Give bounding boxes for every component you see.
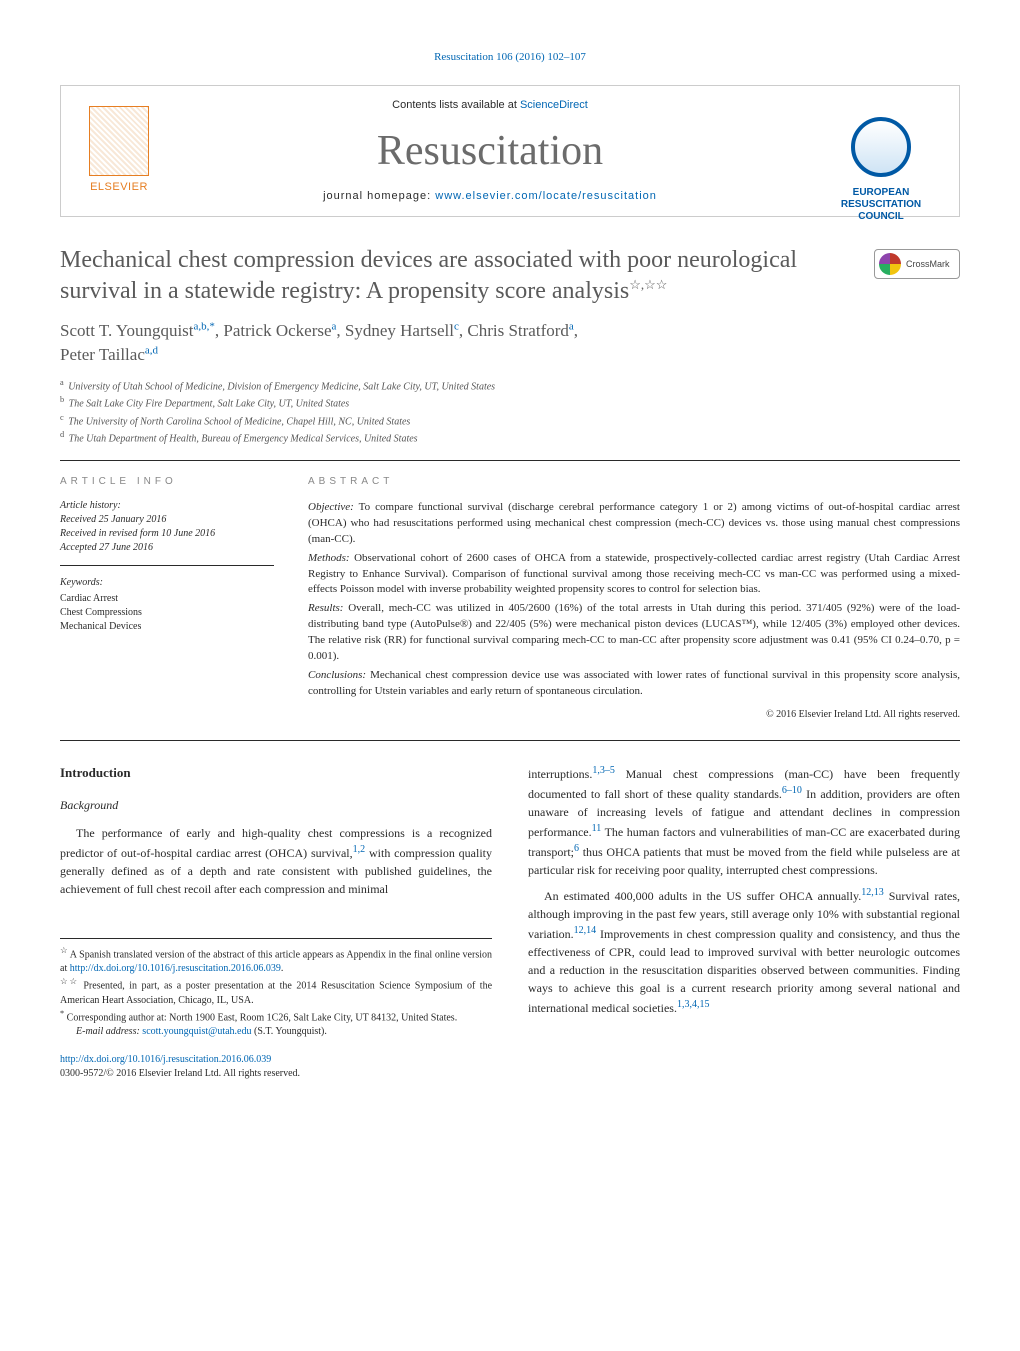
conclusions-label: Conclusions: [308,669,366,681]
author-3-aff: c [454,321,459,333]
elsevier-brand: ELSEVIER [79,180,159,195]
history-revised: Received in revised form 10 June 2016 [60,527,274,541]
intro-p2e: thus OHCA patients that must be moved fr… [528,845,960,877]
intro-p3a: An estimated 400,000 adults in the US su… [544,889,861,903]
crossmark-label: CrossMark [906,258,950,271]
intro-para-1: The performance of early and high-qualit… [60,824,492,898]
author-list: Scott T. Youngquista,b,*, Patrick Ockers… [60,319,960,367]
email-label: E-mail address: [76,1026,140,1037]
author-1-aff: a,b,* [194,321,215,333]
fn3-mark: * [60,1009,64,1018]
issn-copyright: 0300-9572/© 2016 Elsevier Ireland Ltd. A… [60,1068,300,1079]
elsevier-logo: ELSEVIER [79,106,159,195]
crossmark-badge[interactable]: CrossMark [874,249,960,279]
footnote-2: ☆☆ Presented, in part, as a poster prese… [60,976,492,1007]
erc-line2: RESUSCITATION [841,199,921,210]
journal-reference-link[interactable]: Resuscitation 106 (2016) 102–107 [434,51,586,63]
elsevier-tree-icon [89,106,149,176]
ref-link-11[interactable]: 11 [592,823,602,834]
methods-label: Methods: [308,552,350,564]
history-received: Received 25 January 2016 [60,513,274,527]
author-5-aff: a,d [145,344,158,356]
crossmark-icon [879,253,901,275]
objective-text: To compare functional survival (discharg… [308,501,960,545]
corresponding-email-link[interactable]: scott.youngquist@utah.edu [142,1026,251,1037]
doi-block: http://dx.doi.org/10.1016/j.resuscitatio… [60,1053,960,1081]
journal-title: Resuscitation [159,122,821,181]
abstract-copyright: © 2016 Elsevier Ireland Ltd. All rights … [308,708,960,723]
abstract-methods: Methods: Observational cohort of 2600 ca… [308,551,960,599]
abstract-heading: ABSTRACT [308,475,960,490]
keyword-2: Chest Compressions [60,606,274,620]
objective-label: Objective: [308,501,354,513]
affiliation-a: University of Utah School of Medicine, D… [68,381,495,392]
abstract-results: Results: Overall, mech-CC was utilized i… [308,601,960,665]
erc-logo: EUROPEAN RESUSCITATION COUNCIL [821,111,941,191]
erc-line1: EUROPEAN [853,187,910,198]
fn1-mark: ☆ [60,946,68,955]
email-who: (S.T. Youngquist). [254,1026,327,1037]
journal-homepage-line: journal homepage: www.elsevier.com/locat… [159,189,821,204]
article-title: Mechanical chest compression devices are… [60,245,858,307]
ref-link-12-13[interactable]: 12,13 [861,887,884,898]
results-text: Overall, mech-CC was utilized in 405/260… [308,602,960,662]
ref-link-1-3-5[interactable]: 1,3–5 [592,765,615,776]
author-4-aff: a [569,321,574,333]
homepage-pre: journal homepage: [323,190,435,202]
author-1: Scott T. Youngquist [60,321,194,340]
article-history: Article history: Received 25 January 201… [60,499,274,566]
intro-para-2: interruptions.1,3–5 Manual chest compres… [528,763,960,879]
intro-p2a: interruptions. [528,767,592,781]
ref-link-12-14[interactable]: 12,14 [574,925,597,936]
keywords-block: Keywords: Cardiac Arrest Chest Compressi… [60,576,274,634]
keyword-1: Cardiac Arrest [60,592,274,606]
sciencedirect-link[interactable]: ScienceDirect [520,99,588,111]
erc-circle-icon [851,117,911,177]
fn2-mark: ☆☆ [60,977,79,986]
fn3-text: Corresponding author at: North 1900 East… [67,1012,458,1023]
masthead: ELSEVIER Contents lists available at Sci… [60,85,960,217]
footnote-email: E-mail address: scott.youngquist@utah.ed… [60,1025,492,1039]
conclusions-text: Mechanical chest compression device use … [308,669,960,697]
article-title-text: Mechanical chest compression devices are… [60,247,797,304]
intro-p3c: Improvements in chest compression qualit… [528,927,960,1015]
contents-pre: Contents lists available at [392,99,520,111]
article-info-heading: ARTICLE INFO [60,475,274,489]
journal-homepage-link[interactable]: www.elsevier.com/locate/resuscitation [435,190,657,202]
ref-link-6-10[interactable]: 6–10 [782,785,802,796]
keyword-3: Mechanical Devices [60,620,274,634]
author-3: Sydney Hartsell [345,321,454,340]
affiliation-d: The Utah Department of Health, Bureau of… [69,433,418,444]
fn1-link[interactable]: http://dx.doi.org/10.1016/j.resuscitatio… [70,963,281,974]
affiliation-c: The University of North Carolina School … [68,416,410,427]
journal-reference: Resuscitation 106 (2016) 102–107 [60,50,960,65]
history-accepted: Accepted 27 June 2016 [60,541,274,555]
ref-link-1-2[interactable]: 1,2 [353,844,366,855]
author-4: Chris Stratford [467,321,569,340]
results-label: Results: [308,602,343,614]
abstract-objective: Objective: To compare functional surviva… [308,500,960,548]
affiliation-b: The Salt Lake City Fire Department, Salt… [69,399,350,410]
author-2-aff: a [332,321,337,333]
background-subheading: Background [60,796,492,814]
affiliations: a University of Utah School of Medicine,… [60,377,960,446]
footnote-1: ☆ A Spanish translated version of the ab… [60,945,492,976]
author-2: Patrick Ockerse [223,321,331,340]
ref-link-1-3-4-15[interactable]: 1,3,4,15 [677,999,710,1010]
contents-available-line: Contents lists available at ScienceDirec… [159,98,821,113]
title-footnote-marks: ☆,☆☆ [629,277,667,292]
erc-line3: COUNCIL [858,211,904,222]
keywords-label: Keywords: [60,576,274,590]
abstract-conclusions: Conclusions: Mechanical chest compressio… [308,668,960,700]
methods-text: Observational cohort of 2600 cases of OH… [308,552,960,596]
author-5: Peter Taillac [60,345,145,364]
doi-link[interactable]: http://dx.doi.org/10.1016/j.resuscitatio… [60,1054,271,1065]
introduction-heading: Introduction [60,763,492,783]
footnote-3: * Corresponding author at: North 1900 Ea… [60,1008,492,1025]
history-label: Article history: [60,499,274,513]
fn2-text: Presented, in part, as a poster presenta… [60,981,492,1006]
intro-para-3: An estimated 400,000 adults in the US su… [528,885,960,1017]
